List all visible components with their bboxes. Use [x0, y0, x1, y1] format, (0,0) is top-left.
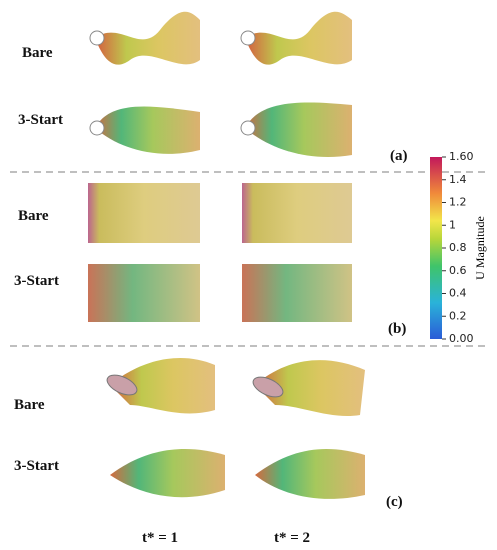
tick-label: 0.6	[449, 264, 467, 277]
panel-label: (b)	[388, 321, 406, 337]
row-label: Bare	[18, 208, 49, 224]
colorbar	[430, 157, 442, 339]
tick-label: 1.4	[449, 173, 467, 186]
tick-label: 1	[449, 218, 456, 231]
panel-label: (c)	[386, 494, 403, 510]
tick-label: 0.2	[449, 309, 467, 322]
flow-images-c	[106, 357, 365, 499]
column-label: t* = 2	[274, 530, 310, 546]
row-label: Bare	[22, 45, 53, 61]
column-label: t* = 1	[142, 530, 178, 546]
row-label: Bare	[14, 397, 45, 413]
flow-images-b	[88, 183, 352, 322]
panel-label: (a)	[390, 148, 408, 164]
flow-images-a	[89, 11, 352, 157]
tick-label: 0.00	[449, 332, 474, 345]
colorbar-title: U Magnitude	[473, 216, 487, 280]
tick-label: 0.4	[449, 287, 467, 300]
colorbar-ticks: 1.60 1.4 1.2 1 0.8 0.6 0.4 0.2 0.00	[442, 150, 474, 345]
row-label: 3-Start	[14, 458, 59, 474]
tick-label: 1.2	[449, 196, 467, 209]
row-label: 3-Start	[14, 273, 59, 289]
tick-label: 1.60	[449, 150, 474, 163]
tick-label: 0.8	[449, 241, 467, 254]
row-label: 3-Start	[18, 112, 63, 128]
